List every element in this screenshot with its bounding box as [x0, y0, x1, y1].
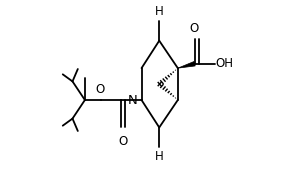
Text: O: O: [95, 83, 105, 96]
Polygon shape: [178, 61, 195, 68]
Text: N: N: [127, 93, 137, 107]
Text: H: H: [155, 150, 164, 163]
Text: O: O: [189, 22, 198, 35]
Text: O: O: [118, 135, 128, 147]
Text: OH: OH: [216, 57, 234, 70]
Text: H: H: [155, 5, 164, 18]
